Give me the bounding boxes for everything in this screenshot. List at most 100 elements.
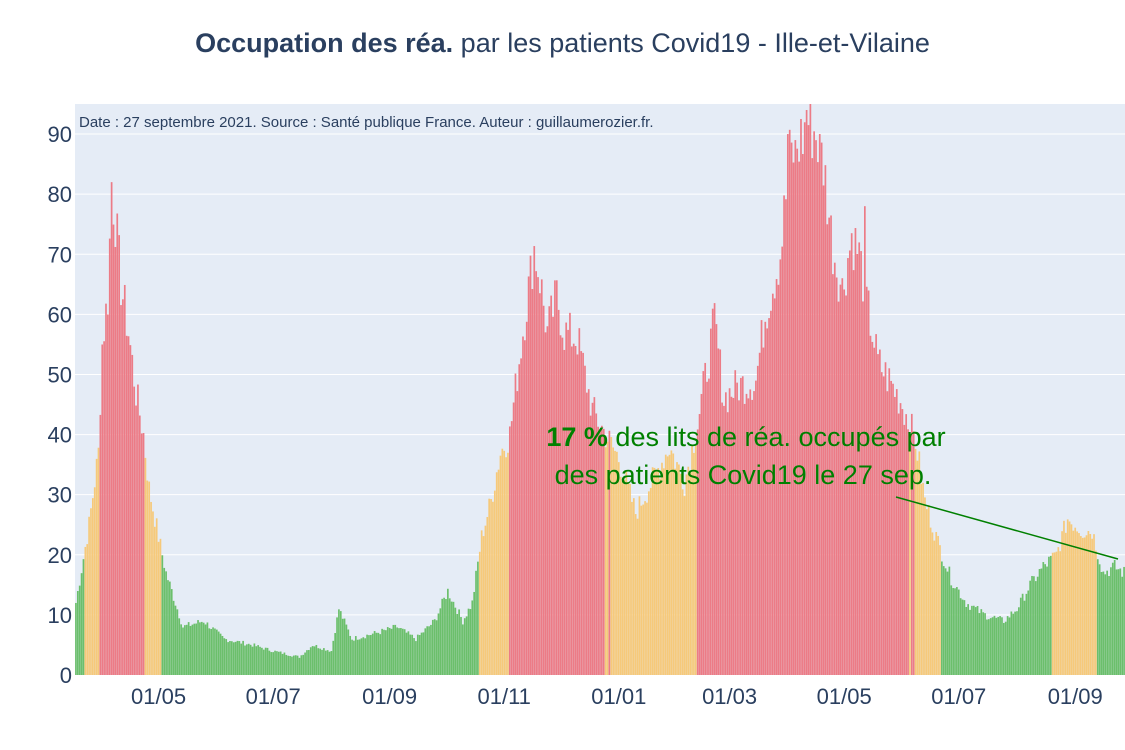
bar — [467, 608, 470, 675]
bar — [317, 648, 320, 675]
bar — [640, 505, 643, 675]
bar — [308, 650, 310, 675]
bar — [589, 415, 592, 675]
bar — [978, 613, 981, 675]
bar — [401, 628, 404, 675]
bar — [670, 450, 673, 675]
percent-value: 17 % — [546, 422, 608, 452]
bar — [272, 652, 275, 675]
bar — [773, 298, 776, 675]
bar — [231, 641, 233, 675]
bar — [674, 468, 676, 675]
bar — [901, 409, 904, 675]
bar — [1053, 552, 1056, 675]
bar — [456, 614, 459, 675]
bar — [431, 619, 434, 675]
bar — [373, 631, 376, 675]
bar — [929, 527, 932, 675]
bar — [631, 501, 633, 675]
bar — [974, 607, 977, 675]
bar — [229, 641, 231, 675]
bar — [749, 389, 752, 675]
bar — [214, 628, 216, 675]
bar — [422, 632, 425, 675]
bar — [770, 310, 772, 675]
bar — [514, 373, 517, 675]
bar — [1019, 597, 1022, 675]
y-tick-label: 0 — [60, 663, 72, 688]
bar — [1108, 576, 1110, 675]
bar — [944, 568, 947, 675]
bar — [503, 450, 506, 675]
bar — [78, 585, 81, 675]
bar — [195, 623, 197, 675]
bar — [535, 271, 537, 675]
bar — [486, 516, 489, 675]
bar — [753, 391, 755, 675]
bar — [501, 448, 504, 675]
bar — [646, 502, 648, 675]
bar — [678, 464, 680, 675]
bar — [986, 619, 988, 675]
bar — [435, 620, 438, 675]
bar — [300, 655, 303, 675]
bar — [454, 607, 457, 675]
bar — [484, 525, 487, 675]
bar — [480, 530, 483, 675]
bar — [775, 279, 778, 675]
bar — [954, 588, 956, 675]
bar — [390, 628, 393, 675]
bar — [1115, 569, 1118, 675]
bar — [642, 504, 645, 675]
bar — [306, 650, 308, 675]
bar — [234, 641, 237, 675]
bar — [1044, 564, 1047, 675]
x-tick-label: 01/03 — [702, 684, 757, 709]
bar — [884, 362, 887, 675]
bar — [1042, 562, 1045, 675]
bar — [227, 642, 229, 675]
bar — [786, 134, 789, 676]
bar — [614, 450, 616, 675]
bar — [856, 253, 859, 676]
bar — [593, 397, 596, 675]
bar — [877, 354, 879, 675]
bar — [621, 480, 624, 675]
bar — [987, 619, 990, 675]
bar — [850, 233, 853, 675]
bar — [416, 634, 419, 675]
bar — [1057, 547, 1060, 675]
bar — [905, 414, 908, 675]
bar — [591, 402, 594, 675]
x-axis: 01/05 01/07 01/09 01/11 01/01 01/03 01/05 01/07… — [131, 684, 1103, 709]
bar — [424, 628, 427, 675]
bar — [698, 414, 701, 675]
bar — [709, 328, 712, 675]
bar — [815, 140, 817, 675]
bar — [219, 633, 222, 675]
bar — [980, 609, 983, 675]
bar — [734, 370, 737, 675]
bar — [403, 629, 406, 675]
bar — [463, 618, 466, 675]
bar — [407, 631, 410, 675]
bar — [343, 618, 346, 675]
bar — [728, 388, 731, 675]
bar — [848, 250, 851, 675]
bar — [550, 295, 553, 675]
bar — [788, 129, 791, 675]
bar — [777, 284, 780, 675]
bar — [277, 651, 280, 675]
bar — [323, 648, 325, 675]
bar — [490, 499, 492, 675]
chart-title: Occupation des réa. par les patients Cov… — [0, 28, 1125, 59]
bar — [689, 472, 692, 675]
bar — [137, 384, 139, 675]
bar — [291, 656, 293, 675]
bar — [1093, 534, 1095, 675]
bar — [270, 652, 273, 675]
bar — [655, 469, 658, 675]
bar — [1001, 617, 1003, 675]
bar — [572, 343, 575, 675]
